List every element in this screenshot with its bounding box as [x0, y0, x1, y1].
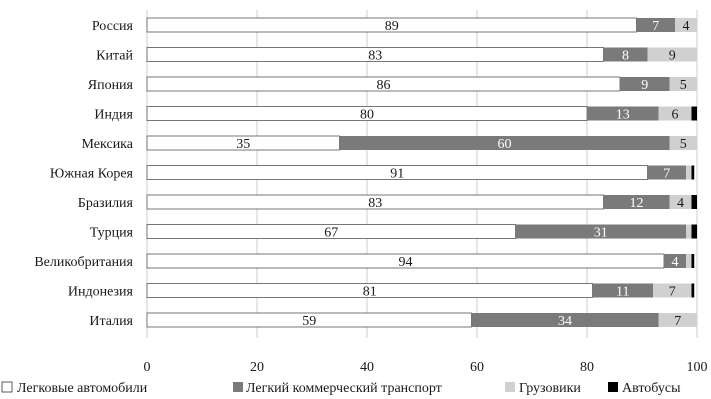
category-label: Южная Корея — [50, 167, 134, 182]
data-label: 34 — [558, 314, 572, 329]
bar-segment — [691, 165, 695, 180]
data-label: 80 — [360, 108, 374, 123]
bar-segment — [664, 254, 686, 268]
data-label: 12 — [630, 196, 644, 211]
legend-swatch — [608, 382, 618, 392]
data-label: 31 — [594, 226, 608, 241]
bar-segment — [620, 77, 670, 91]
legend-label: Легковые автомобили — [17, 381, 148, 396]
bar-segment — [686, 165, 692, 180]
bar-segment — [691, 254, 695, 268]
data-label: 7 — [674, 314, 681, 329]
bar-segment — [691, 195, 697, 209]
data-label: 91 — [390, 167, 404, 182]
data-label: 7 — [663, 167, 670, 182]
bar-segment — [647, 47, 697, 62]
bar-segment — [587, 106, 659, 121]
legend-label: Легкий коммерческий транспорт — [246, 381, 442, 396]
bar-segment — [675, 18, 697, 32]
data-label: 67 — [324, 226, 338, 241]
bar-segment — [669, 195, 692, 209]
data-label: 86 — [377, 78, 391, 93]
category-label: Индия — [94, 108, 133, 123]
bar-segment — [669, 136, 697, 150]
legend-label: Грузовики — [519, 381, 581, 396]
category-label: Япония — [88, 78, 134, 93]
data-label: 4 — [672, 255, 679, 270]
data-label: 7 — [669, 285, 676, 300]
data-label: 60 — [498, 137, 512, 152]
x-tick-label: 60 — [470, 360, 484, 375]
legend-swatch — [1, 381, 13, 393]
data-label: 83 — [368, 196, 382, 211]
category-label: Россия — [92, 19, 134, 34]
bar-segment — [653, 283, 692, 298]
bar-segment — [686, 254, 692, 268]
data-label: 5 — [680, 78, 687, 93]
x-tick-label: 40 — [360, 360, 374, 375]
data-label: 6 — [672, 108, 679, 123]
legend-label: Автобусы — [622, 381, 681, 396]
bar-segment — [471, 313, 659, 327]
bar-segment — [592, 283, 653, 298]
data-label: 8 — [622, 49, 629, 64]
category-label: Индонезия — [68, 285, 134, 300]
category-label: Италия — [89, 314, 133, 329]
bar-segment — [669, 77, 697, 91]
bar-segment — [603, 47, 648, 62]
bar-segment — [658, 313, 697, 327]
data-label: 83 — [368, 49, 382, 64]
bar-segment — [647, 165, 686, 180]
category-label: Китай — [96, 49, 133, 64]
bar-segment — [658, 106, 692, 121]
data-label: 89 — [385, 19, 399, 34]
data-label: 4 — [683, 19, 690, 34]
bar-segment — [691, 224, 697, 239]
data-label: 9 — [669, 49, 676, 64]
data-label: 4 — [677, 196, 684, 211]
x-tick-label: 80 — [580, 360, 594, 375]
data-label: 59 — [302, 314, 316, 329]
category-label: Турция — [90, 226, 134, 241]
bar-segment — [691, 106, 697, 121]
x-tick-label: 0 — [144, 360, 151, 375]
bar-segment — [636, 18, 675, 32]
data-label: 35 — [236, 137, 250, 152]
data-label: 94 — [399, 255, 413, 270]
bar-segment — [691, 283, 695, 298]
data-label: 81 — [363, 285, 377, 300]
bar-segment — [339, 136, 670, 150]
data-label: 13 — [616, 108, 630, 123]
category-label: Мексика — [82, 137, 134, 152]
category-label: Бразилия — [78, 196, 134, 211]
bar-segment — [603, 195, 670, 209]
data-label: 7 — [652, 19, 659, 34]
legend-swatch — [505, 382, 515, 392]
bar-segment — [515, 224, 686, 239]
x-tick-label: 20 — [250, 360, 264, 375]
x-tick-label: 100 — [687, 360, 708, 375]
data-label: 9 — [641, 78, 648, 93]
data-label: 11 — [616, 285, 629, 300]
data-label: 5 — [680, 137, 687, 152]
bar-segment — [686, 224, 692, 239]
category-label: Великобритания — [34, 255, 133, 270]
legend-swatch — [233, 382, 243, 392]
